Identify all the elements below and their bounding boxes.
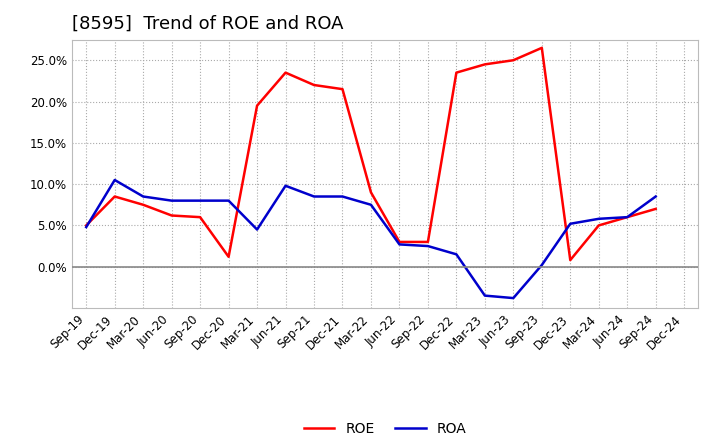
Line: ROE: ROE <box>86 48 656 260</box>
ROA <box>196 198 204 203</box>
Line: ROA: ROA <box>86 180 656 298</box>
ROE <box>652 206 660 212</box>
ROE <box>139 202 148 207</box>
ROE <box>110 194 119 199</box>
ROE <box>167 213 176 218</box>
ROA <box>566 221 575 227</box>
ROA <box>652 194 660 199</box>
ROA <box>310 194 318 199</box>
ROE <box>196 215 204 220</box>
ROE <box>537 45 546 51</box>
ROE <box>82 223 91 228</box>
ROA <box>139 194 148 199</box>
Text: [8595]  Trend of ROE and ROA: [8595] Trend of ROE and ROA <box>72 15 343 33</box>
ROE <box>623 215 631 220</box>
ROA <box>366 202 375 207</box>
ROA <box>167 198 176 203</box>
ROE <box>225 254 233 260</box>
ROA <box>253 227 261 232</box>
ROA <box>225 198 233 203</box>
ROE <box>310 82 318 88</box>
ROA <box>282 183 290 188</box>
ROA <box>537 262 546 268</box>
ROE <box>509 58 518 63</box>
ROE <box>480 62 489 67</box>
ROA <box>452 252 461 257</box>
ROE <box>595 223 603 228</box>
ROE <box>282 70 290 75</box>
Legend: ROE, ROA: ROE, ROA <box>298 417 472 440</box>
ROA <box>338 194 347 199</box>
ROA <box>423 243 432 249</box>
ROE <box>423 239 432 245</box>
ROE <box>338 87 347 92</box>
ROA <box>110 177 119 183</box>
ROE <box>452 70 461 75</box>
ROE <box>395 239 404 245</box>
ROA <box>509 295 518 301</box>
ROA <box>623 215 631 220</box>
ROE <box>253 103 261 108</box>
ROA <box>480 293 489 298</box>
ROE <box>566 257 575 263</box>
ROA <box>595 216 603 221</box>
ROE <box>366 190 375 195</box>
ROA <box>395 242 404 247</box>
ROA <box>82 224 91 230</box>
